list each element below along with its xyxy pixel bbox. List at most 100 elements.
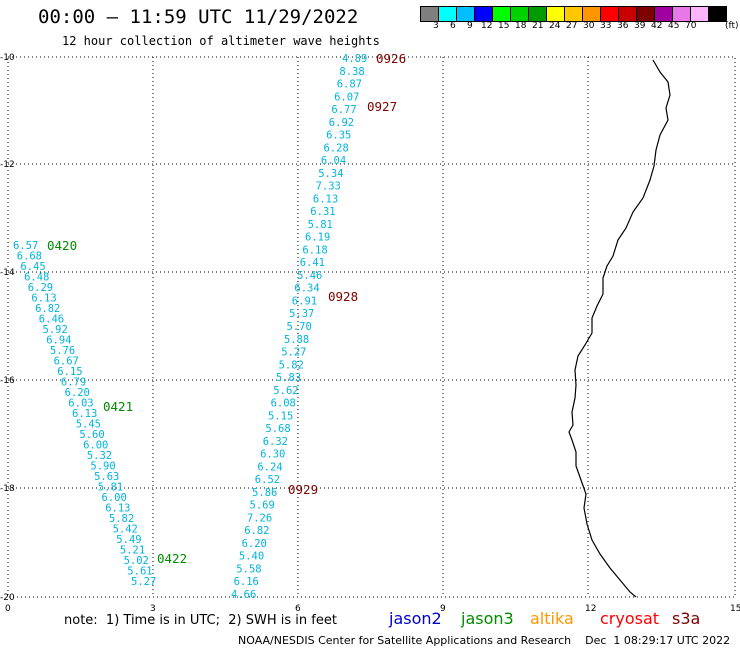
wave-height-value: 5.58: [236, 564, 261, 576]
wave-height-value: 5.63: [94, 471, 119, 483]
wave-height-value: 6.82: [244, 525, 269, 537]
wave-height-value: 5.15: [268, 410, 293, 422]
x-tick-label: 0: [5, 604, 11, 614]
wave-height-value: 5.34: [318, 168, 343, 180]
wave-height-value: 6.52: [255, 474, 280, 486]
wave-height-value: 4.89: [342, 53, 367, 65]
wave-height-value: 5.37: [289, 308, 314, 320]
pass-time-label: 0929: [288, 482, 318, 497]
map-frame: [7, 56, 736, 598]
wave-height-value: 6.67: [54, 356, 79, 368]
wave-height-value: 5.82: [279, 359, 304, 371]
colorbar-label: 24: [549, 21, 561, 31]
x-tick-label: 3: [150, 604, 156, 614]
wave-height-value: 7.26: [247, 512, 272, 524]
wave-height-value: 6.94: [46, 335, 71, 347]
colorbar-label: 27: [566, 21, 578, 31]
wave-height-value: 6.19: [305, 232, 330, 244]
wave-height-value: 5.62: [273, 385, 298, 397]
colorbar-unit: (ft): [725, 21, 739, 31]
colorbar-label: 70: [685, 21, 697, 31]
wave-height-value: 5.40: [239, 551, 264, 563]
wave-height-value: 5.42: [113, 524, 138, 536]
wave-height-value: 6.04: [321, 155, 346, 167]
wave-height-value: 6.00: [102, 492, 127, 504]
wave-height-value: 6.07: [334, 91, 359, 103]
wave-height-value: 6.28: [324, 142, 349, 154]
wave-height-value: 6.30: [260, 449, 285, 461]
wave-height-value: 5.21: [120, 545, 145, 557]
legend-cryosat: cryosat: [600, 609, 660, 628]
wave-height-value: 6.00: [83, 440, 108, 452]
x-tick-label: 9: [440, 604, 446, 614]
pass-time-label: 0421: [103, 399, 133, 414]
wave-height-value: 5.81: [98, 482, 123, 494]
colorbar-label: 6: [450, 21, 456, 31]
wave-height-value: 6.46: [39, 314, 64, 326]
wave-height-value: 5.86: [252, 487, 277, 499]
colorbar-label: 36: [617, 21, 629, 31]
wave-height-value: 6.35: [326, 130, 351, 142]
legend-altika: altika: [530, 609, 574, 628]
wave-height-value: 6.31: [310, 206, 335, 218]
colorbar-label: 21: [532, 21, 544, 31]
wave-height-value: 6.13: [72, 408, 97, 420]
wave-height-value: 6.24: [257, 461, 282, 473]
wave-height-value: 6.45: [20, 261, 45, 273]
wave-height-value: 6.79: [61, 377, 86, 389]
wave-height-value: 6.91: [292, 296, 317, 308]
wave-height-value: 6.20: [65, 387, 90, 399]
wave-height-value: 6.15: [57, 366, 82, 378]
colorbar-swatch: [708, 6, 727, 22]
legend-jason3: jason3: [461, 609, 514, 628]
wave-height-value: 5.82: [109, 513, 134, 525]
y-tick-label: -12: [0, 160, 15, 170]
colorbar-label: 15: [498, 21, 510, 31]
colorbar-label: 18: [515, 21, 527, 31]
wave-height-value: 5.49: [116, 534, 141, 546]
wave-height-value: 6.87: [337, 79, 362, 91]
wave-height-value: 6.29: [28, 282, 53, 294]
pass-time-label: 0928: [328, 289, 358, 304]
colorbar-label: 12: [481, 21, 493, 31]
colorbar-label: 9: [467, 21, 473, 31]
wave-height-value: 6.20: [242, 538, 267, 550]
wave-height-value: 5.32: [87, 450, 112, 462]
wave-height-value: 6.41: [300, 257, 325, 269]
wave-height-value: 5.61: [127, 566, 152, 578]
x-tick-label: 6: [295, 604, 301, 614]
note-text: note: 1) Time is in UTC; 2) SWH is in fe…: [64, 613, 337, 628]
pass-time-label: 0926: [376, 51, 406, 66]
wave-height-value: 5.92: [43, 324, 68, 336]
y-tick-label: -16: [0, 376, 15, 386]
wave-height-value: 5.27: [131, 576, 156, 588]
wave-height-value: 6.48: [24, 272, 49, 284]
wave-height-value: 6.82: [35, 303, 60, 315]
wave-height-colorbar: [420, 6, 727, 22]
colorbar-label: 45: [668, 21, 680, 31]
wave-height-value: 5.88: [284, 334, 309, 346]
wave-height-value: 6.77: [331, 104, 356, 116]
pass-time-label: 0420: [47, 238, 77, 253]
colorbar-label: 33: [600, 21, 612, 31]
wave-height-value: 6.68: [17, 251, 42, 263]
wave-height-value: 7.33: [316, 181, 341, 193]
wave-height-value: 6.16: [234, 576, 259, 588]
wave-height-value: 6.13: [31, 293, 56, 305]
wave-height-value: 5.69: [250, 500, 275, 512]
wave-height-value: 5.70: [287, 321, 312, 333]
y-tick-label: -18: [0, 484, 15, 494]
legend-jason2: jason2: [389, 609, 442, 628]
pass-time-label: 0422: [157, 551, 187, 566]
x-tick-label: 12: [585, 604, 596, 614]
wave-height-value: 6.32: [263, 436, 288, 448]
colorbar-label: 39: [634, 21, 646, 31]
y-tick-label: -20: [0, 593, 15, 603]
map-subtitle: 12 hour collection of altimeter wave hei…: [62, 34, 380, 48]
wave-height-value: 5.46: [297, 270, 322, 282]
wave-height-value: 5.81: [308, 219, 333, 231]
coastline: [568, 59, 671, 598]
wave-height-value: 5.68: [265, 423, 290, 435]
wave-height-value: 6.13: [105, 503, 130, 515]
